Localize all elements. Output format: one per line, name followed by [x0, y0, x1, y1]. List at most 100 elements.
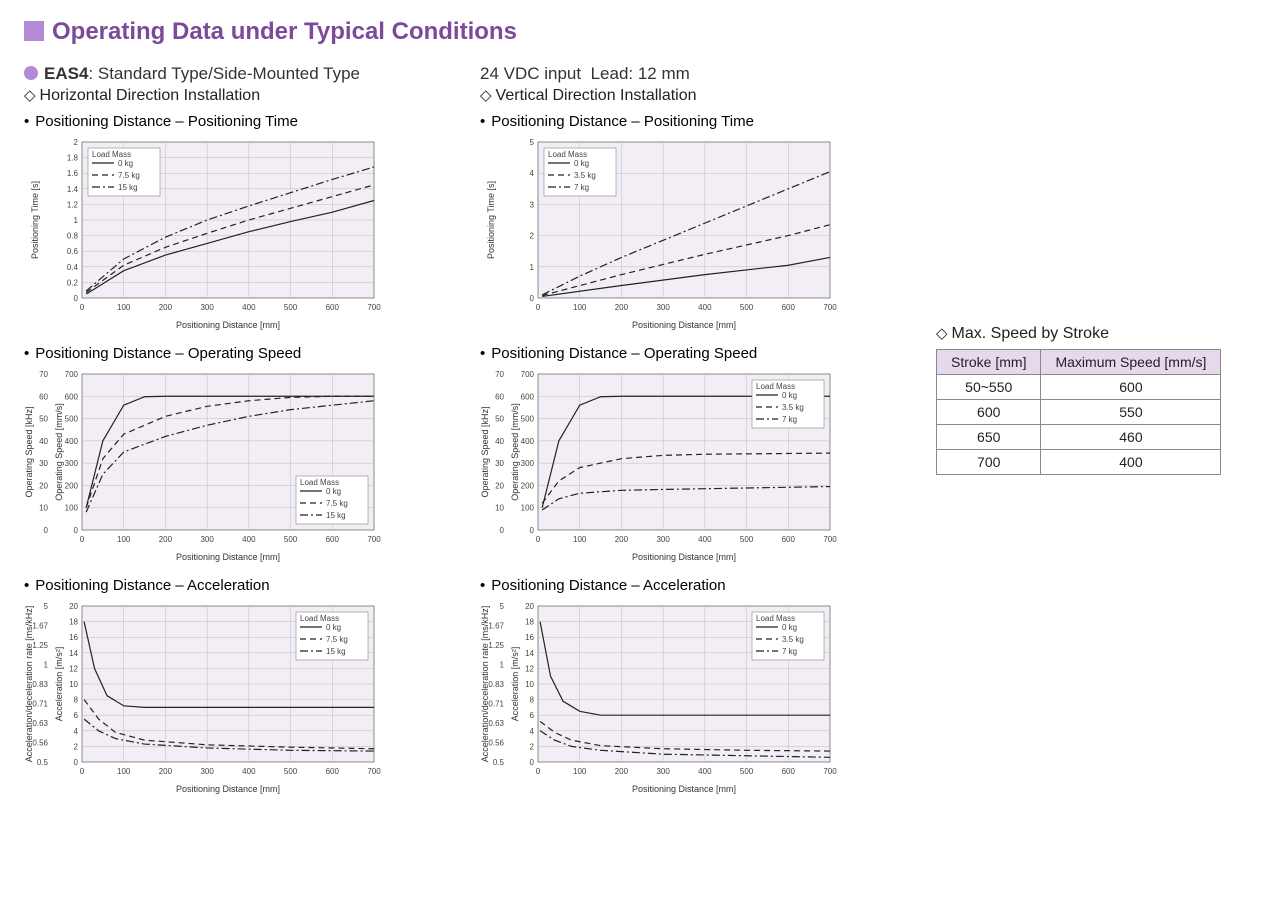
- svg-text:Positioning Distance [mm]: Positioning Distance [mm]: [632, 552, 736, 562]
- svg-text:Operating Speed [kHz]: Operating Speed [kHz]: [24, 406, 34, 497]
- svg-text:0: 0: [80, 767, 85, 776]
- table-cell: 600: [937, 400, 1041, 425]
- svg-text:400: 400: [698, 535, 712, 544]
- table-cell: 600: [1041, 375, 1221, 400]
- chart-title-h-os: Positioning Distance – Operating Speed: [24, 345, 444, 362]
- svg-text:20: 20: [39, 481, 48, 490]
- svg-text:0: 0: [530, 294, 535, 303]
- svg-text:600: 600: [326, 303, 340, 312]
- chart-title-h-ac: Positioning Distance – Acceleration: [24, 577, 444, 594]
- svg-text:1.8: 1.8: [67, 154, 79, 163]
- svg-text:Positioning Distance [mm]: Positioning Distance [mm]: [632, 784, 736, 794]
- svg-text:600: 600: [782, 535, 796, 544]
- svg-text:200: 200: [65, 481, 79, 490]
- svg-text:0.63: 0.63: [488, 719, 504, 728]
- svg-text:7.5 kg: 7.5 kg: [326, 499, 348, 508]
- svg-text:1.25: 1.25: [32, 641, 48, 650]
- speed-table-title: Max. Speed by Stroke: [936, 324, 1256, 343]
- chart-h-ac: 01002003004005006007000.50.560.630.710.8…: [24, 596, 444, 801]
- svg-text:Operating Speed [mm/s]: Operating Speed [mm/s]: [510, 403, 520, 501]
- svg-text:10: 10: [525, 680, 534, 689]
- svg-text:0: 0: [80, 535, 85, 544]
- svg-text:0.6: 0.6: [67, 247, 79, 256]
- svg-text:0 kg: 0 kg: [326, 623, 341, 632]
- svg-text:Load Mass: Load Mass: [92, 150, 131, 159]
- svg-text:1.67: 1.67: [32, 622, 48, 631]
- svg-text:700: 700: [823, 535, 837, 544]
- svg-text:0.63: 0.63: [32, 719, 48, 728]
- svg-text:1.6: 1.6: [67, 169, 79, 178]
- svg-text:70: 70: [495, 370, 504, 379]
- svg-text:200: 200: [521, 481, 535, 490]
- svg-text:0: 0: [500, 526, 505, 535]
- svg-text:0: 0: [74, 526, 79, 535]
- svg-text:500: 500: [740, 303, 754, 312]
- svg-text:15 kg: 15 kg: [326, 511, 346, 520]
- table-cell: 50~550: [937, 375, 1041, 400]
- svg-text:Acceleration/deceleration rate: Acceleration/deceleration rate [ms/kHz]: [24, 606, 34, 763]
- svg-text:0: 0: [530, 758, 535, 767]
- svg-text:500: 500: [284, 535, 298, 544]
- svg-text:600: 600: [521, 392, 535, 401]
- svg-text:0 kg: 0 kg: [782, 391, 797, 400]
- product-desc: : Standard Type/Side-Mounted Type: [88, 64, 360, 83]
- svg-text:0.2: 0.2: [67, 278, 79, 287]
- svg-text:40: 40: [39, 437, 48, 446]
- svg-text:0.4: 0.4: [67, 263, 79, 272]
- svg-text:700: 700: [367, 767, 381, 776]
- speed-table-h0: Stroke [mm]: [937, 350, 1041, 375]
- svg-text:0: 0: [536, 303, 541, 312]
- svg-text:0: 0: [536, 767, 541, 776]
- svg-text:Operating Speed [mm/s]: Operating Speed [mm/s]: [54, 403, 64, 501]
- svg-text:Acceleration/deceleration rate: Acceleration/deceleration rate [ms/kHz]: [480, 606, 490, 763]
- svg-text:Operating Speed [kHz]: Operating Speed [kHz]: [480, 406, 490, 497]
- svg-text:500: 500: [65, 415, 79, 424]
- svg-text:Load Mass: Load Mass: [548, 150, 587, 159]
- svg-text:40: 40: [495, 437, 504, 446]
- svg-text:3.5 kg: 3.5 kg: [782, 635, 804, 644]
- svg-text:Acceleration [m/s²]: Acceleration [m/s²]: [510, 647, 520, 722]
- svg-text:5: 5: [44, 602, 49, 611]
- svg-text:200: 200: [159, 303, 173, 312]
- table-cell: 460: [1041, 425, 1221, 450]
- svg-text:3: 3: [530, 200, 535, 209]
- svg-text:2: 2: [530, 232, 535, 241]
- svg-text:600: 600: [326, 767, 340, 776]
- svg-text:400: 400: [242, 535, 256, 544]
- svg-text:16: 16: [525, 633, 534, 642]
- svg-text:18: 18: [525, 618, 534, 627]
- svg-text:10: 10: [495, 504, 504, 513]
- svg-text:300: 300: [656, 535, 670, 544]
- svg-text:200: 200: [159, 535, 173, 544]
- svg-text:300: 300: [200, 303, 214, 312]
- table-cell: 700: [937, 450, 1041, 475]
- svg-text:200: 200: [615, 303, 629, 312]
- svg-text:Positioning Time [s]: Positioning Time [s]: [30, 181, 40, 259]
- svg-text:0.56: 0.56: [32, 739, 48, 748]
- svg-text:400: 400: [242, 303, 256, 312]
- svg-text:100: 100: [573, 535, 587, 544]
- svg-text:700: 700: [521, 370, 535, 379]
- svg-text:14: 14: [525, 649, 534, 658]
- svg-text:Positioning Time [s]: Positioning Time [s]: [486, 181, 496, 259]
- svg-text:60: 60: [39, 392, 48, 401]
- svg-text:400: 400: [65, 437, 79, 446]
- svg-text:300: 300: [200, 535, 214, 544]
- svg-text:700: 700: [367, 303, 381, 312]
- svg-text:20: 20: [495, 481, 504, 490]
- svg-text:2: 2: [74, 742, 79, 751]
- table-cell: 400: [1041, 450, 1221, 475]
- svg-text:60: 60: [495, 392, 504, 401]
- svg-text:7 kg: 7 kg: [574, 183, 589, 192]
- svg-text:3.5 kg: 3.5 kg: [574, 171, 596, 180]
- svg-text:500: 500: [740, 767, 754, 776]
- svg-text:5: 5: [500, 602, 505, 611]
- svg-text:700: 700: [823, 303, 837, 312]
- chart-v-os: 0100200300400500600700010203040506070010…: [480, 364, 900, 569]
- svg-text:200: 200: [615, 535, 629, 544]
- svg-text:0.5: 0.5: [493, 758, 505, 767]
- svg-text:0: 0: [44, 526, 49, 535]
- svg-text:20: 20: [69, 602, 78, 611]
- svg-text:50: 50: [39, 415, 48, 424]
- svg-text:100: 100: [117, 303, 131, 312]
